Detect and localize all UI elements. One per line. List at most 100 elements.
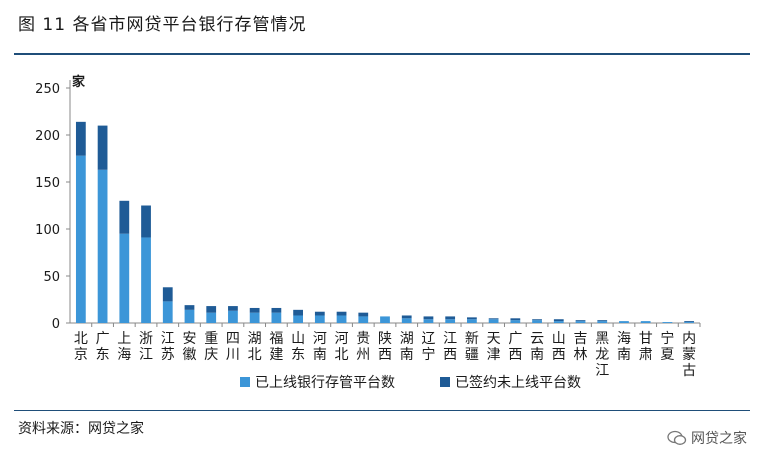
x-category-label: 江西 xyxy=(443,331,457,363)
wechat-icon xyxy=(667,430,687,445)
bar-online xyxy=(314,315,325,323)
bar-online xyxy=(228,310,238,323)
y-tick-label: 50 xyxy=(43,270,60,285)
bar-signed xyxy=(271,307,282,313)
bar-online xyxy=(97,169,108,323)
watermark-text: 网贷之家 xyxy=(691,431,747,447)
bottom-rule xyxy=(14,410,750,411)
watermark: 网贷之家 xyxy=(667,428,747,448)
x-category-label: 新疆 xyxy=(465,331,479,363)
x-category-label: 云南 xyxy=(530,331,544,363)
x-category-label: 河北 xyxy=(335,331,349,363)
bar-online xyxy=(141,237,151,323)
bar-signed xyxy=(75,121,86,156)
source-note: 资料来源：网贷之家 xyxy=(18,421,144,437)
bar-online xyxy=(553,321,564,323)
bar-signed xyxy=(401,315,412,319)
x-category-label: 贵州 xyxy=(356,331,370,363)
legend-swatch xyxy=(240,377,250,387)
y-tick-label: 0 xyxy=(52,317,60,332)
x-category-label: 广西 xyxy=(508,331,522,363)
bar-signed xyxy=(206,306,217,313)
y-tick-label: 250 xyxy=(35,82,60,97)
legend: 已上线银行存管平台数 已签约未上线平台数 xyxy=(240,374,581,391)
bar-online xyxy=(684,322,695,323)
bar-signed xyxy=(184,305,195,310)
bar-signed xyxy=(575,320,586,322)
unit-label: 家 xyxy=(72,74,86,90)
x-category-label: 湖南 xyxy=(400,331,414,363)
bar-online xyxy=(575,321,586,323)
bar-signed xyxy=(228,306,238,311)
bar-signed xyxy=(467,317,477,320)
x-category-label: 湖北 xyxy=(248,331,262,363)
bar-online xyxy=(249,312,260,323)
stacked-bar-chart: 0 50 100 150 200 250 家北京广东上海浙江江苏安徽重庆四川湖北福建山东河南… xyxy=(35,74,701,391)
x-category-label: 四川 xyxy=(226,331,240,363)
chart-title: 图 11 各省市网贷平台银行存管情况 xyxy=(18,15,307,35)
bar-online xyxy=(445,319,456,323)
labels: 0 50 100 150 200 250 家北京广东上海浙江江苏安徽重庆四川湖北福建山东河南… xyxy=(35,74,696,379)
x-category-label: 吉林 xyxy=(574,331,588,363)
bar-signed xyxy=(293,309,303,316)
x-category-label: 江苏 xyxy=(161,331,175,363)
y-tick-label: 200 xyxy=(35,129,60,144)
bar-signed xyxy=(97,125,108,170)
bar-signed xyxy=(684,321,695,323)
top-rule xyxy=(14,53,750,55)
bar-online xyxy=(467,319,477,323)
bar-online xyxy=(488,319,499,323)
bar-signed xyxy=(314,311,325,316)
bar-signed xyxy=(423,316,434,320)
bar-online xyxy=(401,318,412,323)
bar-online xyxy=(532,320,542,323)
bar-signed xyxy=(553,319,564,322)
bar-online xyxy=(358,316,369,323)
x-category-label: 辽宁 xyxy=(421,331,435,363)
x-category-label: 浙江 xyxy=(139,331,153,363)
x-category-label: 黑龙江 xyxy=(595,331,609,379)
x-category-label: 海南 xyxy=(617,331,631,363)
bar-signed xyxy=(162,287,173,302)
bar-online xyxy=(619,321,629,323)
legend-swatch xyxy=(440,377,450,387)
bar-online xyxy=(184,309,195,323)
bar-online xyxy=(75,155,86,323)
x-category-label: 内蒙古 xyxy=(682,331,696,379)
bar-online xyxy=(271,312,282,323)
x-category-label: 天津 xyxy=(487,331,501,363)
x-category-label: 福建 xyxy=(269,331,283,363)
bar-signed xyxy=(249,307,260,313)
x-category-label: 安徽 xyxy=(182,331,196,363)
axes xyxy=(66,80,701,327)
bar-online xyxy=(510,320,521,323)
bar-online xyxy=(662,322,673,323)
x-category-label: 广东 xyxy=(96,331,110,363)
bar-signed xyxy=(358,312,369,317)
x-category-label: 北京 xyxy=(74,331,88,363)
bar-online xyxy=(162,301,173,323)
x-category-label: 山西 xyxy=(552,331,566,363)
bar-signed xyxy=(141,205,151,238)
bar-signed xyxy=(532,319,542,321)
x-category-label: 上海 xyxy=(117,331,131,363)
bar-online xyxy=(640,321,651,323)
x-category-label: 甘肃 xyxy=(639,331,653,363)
bar-signed xyxy=(488,318,499,320)
bar-signed xyxy=(445,316,456,320)
x-category-label: 陕西 xyxy=(378,331,392,363)
x-category-label: 宁夏 xyxy=(660,330,674,363)
x-category-label: 山东 xyxy=(291,331,305,363)
bar-online xyxy=(293,315,303,323)
bars xyxy=(75,121,695,323)
x-category-label: 重庆 xyxy=(204,331,218,363)
bar-online xyxy=(597,321,608,323)
bar-signed xyxy=(336,311,347,316)
bar-online xyxy=(336,315,347,323)
bar-online xyxy=(380,316,390,323)
y-tick-label: 150 xyxy=(35,176,60,191)
y-tick-label: 100 xyxy=(35,223,60,238)
bar-online xyxy=(423,319,434,323)
bar-online xyxy=(119,233,130,323)
legend-label: 已签约未上线平台数 xyxy=(455,374,581,391)
